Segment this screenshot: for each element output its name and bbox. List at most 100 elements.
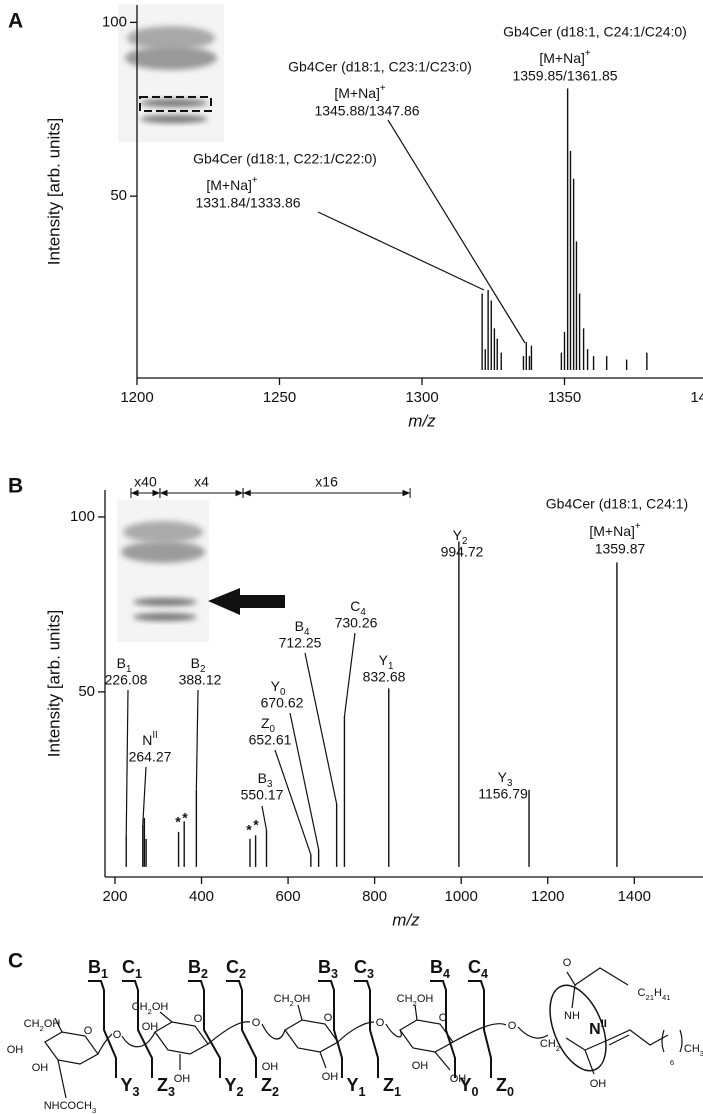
- chem-group: CH3: [684, 1043, 703, 1058]
- cleavage-label-sub: 1: [359, 1085, 366, 1099]
- chem-group: O: [324, 1012, 333, 1024]
- chem-group-part: O: [439, 1012, 448, 1024]
- cleavage-label-sub: 2: [239, 967, 246, 981]
- peak-label-ion-sub: 0: [280, 687, 286, 698]
- y-tick-label: 50: [110, 187, 127, 204]
- peak-label-ion-part: Y: [453, 527, 463, 543]
- y-axis-title: Intensity [arb. units]: [44, 610, 63, 757]
- peak-label-mz: 1156.79: [478, 786, 528, 802]
- x-tick-label: 1200: [120, 389, 153, 406]
- chem-group-part: OH: [262, 1061, 279, 1073]
- range-label: x16: [315, 474, 338, 490]
- cleavage-label-sub: 2: [201, 967, 208, 981]
- chem-group-part: CH: [684, 1043, 700, 1055]
- x-tick-label: 1250: [263, 389, 296, 406]
- chem-group-sub: 3: [92, 1106, 96, 1114]
- peak-label-mz: 652.61: [249, 732, 292, 748]
- chem-group-part: C: [637, 987, 645, 999]
- chem-group-sub: 41: [662, 993, 671, 1002]
- peak-label-ion-sub: 1: [388, 661, 393, 672]
- cleavage-line: [188, 980, 221, 1078]
- annotation-name: Gb4Cer (d18:1, C23:1/C23:0): [288, 59, 472, 75]
- cleavage-label-sub: 4: [481, 967, 488, 981]
- chem-group-sub: 2: [290, 999, 294, 1008]
- annotation-ion-sup: +: [380, 83, 386, 94]
- chem-group: CH2: [540, 1038, 560, 1053]
- cleavage-label: B2: [188, 957, 208, 982]
- y-axis-title: Intensity [arb. units]: [44, 118, 63, 265]
- star-label: *: [182, 810, 188, 826]
- x-tick-label: 1400: [618, 888, 651, 905]
- peak-label-mz: 388.12: [179, 672, 222, 688]
- bond: [54, 1004, 418, 1033]
- x-tick-label: 1000: [444, 888, 477, 905]
- peak-label-ion-part: B: [258, 770, 267, 786]
- cleavage-label-sub: 1: [101, 967, 108, 981]
- peak-label-ion-part: Y: [498, 769, 508, 785]
- cleavage-label-sub: 0: [472, 1085, 479, 1099]
- cleavage-label: B4: [430, 957, 450, 982]
- annotation-ion: [M+Na]+: [206, 175, 258, 193]
- cleavage-label: Y1: [346, 1075, 365, 1100]
- x-tick-label: 800: [362, 888, 387, 905]
- peak-label-ion: Y3: [498, 769, 513, 789]
- cleavage-label-sub: 1: [135, 967, 142, 981]
- cleavage-label: B1: [88, 957, 108, 982]
- peak-label-ion-part: B: [117, 655, 126, 671]
- x-tick-label: 600: [276, 888, 301, 905]
- chem-group-part: CH: [397, 993, 413, 1005]
- cleavage-label-sub: 3: [367, 967, 374, 981]
- bond: [57, 1051, 451, 1099]
- peak-label-ion-sub: 3: [267, 779, 273, 790]
- gel-band: [123, 521, 203, 543]
- chem-group-part: H: [654, 987, 662, 999]
- peak-label-mz: 226.08: [105, 672, 148, 688]
- leader-line: [387, 119, 526, 344]
- chem-group: OH: [7, 1044, 24, 1056]
- annotation-mz: 1359.87: [595, 541, 646, 557]
- cleavage-label-sub: 0: [507, 1085, 514, 1099]
- leader-line: [125, 689, 129, 836]
- chem-group: NH: [564, 1010, 580, 1022]
- range-label: x4: [194, 474, 209, 490]
- chem-group-part: NH: [564, 1010, 580, 1022]
- chem-group: OH: [262, 1061, 279, 1073]
- star-label: *: [246, 822, 252, 838]
- leader-line: [304, 652, 338, 804]
- star-label: *: [253, 817, 259, 833]
- chem-group-part: OH: [590, 1078, 607, 1090]
- glycosidic-bond: [452, 1023, 549, 1043]
- chem-group-part: OH: [322, 1071, 339, 1083]
- annotation-mz: 1359.85/1361.85: [512, 68, 617, 84]
- peak-label-mz: 712.25: [279, 635, 322, 651]
- cleavage-label-sub: 3: [168, 1085, 175, 1099]
- chem-group: OH: [590, 1078, 607, 1090]
- chem-group-part: O: [194, 1013, 203, 1025]
- peak-label-ion-part: Z: [261, 715, 270, 731]
- cleavage-label-part: B: [88, 957, 101, 977]
- glycosidic-bond: [207, 1021, 286, 1045]
- leader-line: [261, 805, 268, 831]
- repeat-bracket: [661, 1029, 683, 1053]
- peak-label-mz: 264.27: [129, 749, 172, 765]
- annotation-ion-part: [M+Na]: [539, 50, 585, 66]
- x-tick-label: 400: [189, 888, 214, 905]
- chem-group-part: OH: [417, 993, 434, 1005]
- gel-band: [121, 541, 205, 563]
- star-label: *: [175, 814, 181, 830]
- cleavage-label-part: Y: [224, 1075, 236, 1095]
- chem-group: OH: [450, 1073, 467, 1085]
- peak-label-ion-part: B: [191, 655, 200, 671]
- chem-group-part: O: [376, 1017, 385, 1029]
- cleavage-label: Z0: [496, 1075, 514, 1100]
- peak-label-ion: B2: [191, 655, 206, 675]
- cleavage-label: C3: [354, 957, 374, 982]
- chem-group-part: CH: [24, 1018, 40, 1030]
- cleavage-label-sub: 2: [237, 1085, 244, 1099]
- cleavage-label-part: C: [468, 957, 481, 977]
- chem-group-sub: 2: [413, 999, 417, 1008]
- peak-label-mz: 832.68: [363, 669, 406, 685]
- chem-group: O: [563, 957, 572, 969]
- chem-group: OH: [412, 1060, 429, 1072]
